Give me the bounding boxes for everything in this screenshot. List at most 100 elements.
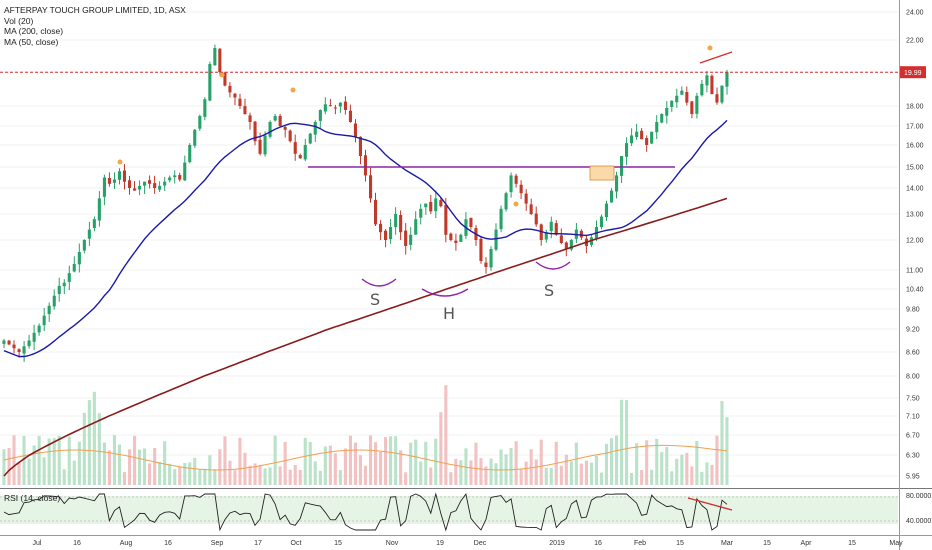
- candle-body: [358, 136, 362, 156]
- candle-body: [22, 346, 26, 354]
- volume-bar: [424, 441, 428, 485]
- legend-title: AFTERPAY TOUCH GROUP LIMITED, 1D, ASX: [4, 5, 186, 15]
- candle-body: [494, 229, 498, 250]
- price-tick-label: 18.00: [906, 104, 924, 111]
- candle-body: [529, 204, 533, 214]
- candle-body: [97, 198, 101, 221]
- pattern-label: S: [544, 281, 554, 300]
- candle-body: [544, 232, 548, 240]
- rsi-line: [3, 492, 728, 532]
- candle-body: [283, 127, 287, 130]
- price-tick-label: 7.50: [906, 396, 920, 403]
- current-price-tag: [900, 66, 926, 79]
- price-tick-label: 22.00: [906, 38, 924, 45]
- candle-body: [720, 85, 724, 103]
- time-tick-label: Apr: [801, 540, 813, 547]
- candle-body: [37, 325, 41, 333]
- volume-bar: [529, 449, 533, 485]
- volume-bar: [173, 469, 177, 485]
- price-tick-label: 5.95: [906, 474, 920, 481]
- volume-bar: [153, 448, 157, 485]
- candle-body: [725, 72, 729, 87]
- candle-body: [625, 143, 629, 157]
- candle-body: [715, 94, 719, 103]
- volume-bar: [389, 436, 393, 485]
- volume-bar: [263, 468, 267, 485]
- rsi-tick-label: 80.0000: [906, 493, 931, 500]
- price-tick-label: 6.70: [906, 433, 920, 440]
- volume-bar: [544, 467, 548, 485]
- candle-body: [655, 122, 659, 133]
- candle-body: [193, 129, 197, 146]
- time-tick-label: Dec: [474, 540, 487, 547]
- time-tick-label: May: [889, 540, 903, 547]
- volume-bar: [122, 472, 126, 485]
- volume-bar: [107, 450, 111, 485]
- volume-bar: [348, 435, 352, 485]
- candle-body: [675, 95, 679, 103]
- candle-body: [363, 155, 367, 176]
- candle-body: [248, 115, 252, 122]
- candle-body: [253, 121, 257, 142]
- time-tick-label: Sep: [211, 540, 224, 547]
- candle-body: [484, 262, 488, 267]
- candle-body: [429, 202, 433, 212]
- event-marker: [290, 87, 296, 93]
- candle-body: [57, 285, 61, 294]
- candle-body: [168, 177, 172, 181]
- candle-body: [338, 102, 342, 107]
- candle-body: [128, 180, 132, 188]
- ma50-line: [3, 119, 728, 358]
- volume-bar: [524, 461, 528, 485]
- volume-bar: [92, 391, 96, 485]
- time-tick-label: 15: [676, 540, 684, 547]
- candle-body: [499, 208, 503, 230]
- volume-bar: [133, 435, 137, 485]
- volume-bar: [715, 435, 719, 485]
- price-tick-label: 24.00: [906, 10, 924, 17]
- volume-bar: [650, 469, 654, 485]
- volume-bar: [494, 463, 498, 485]
- volume-bar: [479, 458, 483, 485]
- candle-body: [328, 105, 332, 107]
- volume-bar: [228, 460, 232, 485]
- candle-body: [444, 205, 448, 235]
- candle-body: [313, 122, 317, 135]
- candle-body: [198, 116, 202, 129]
- candle-body: [348, 110, 352, 122]
- candle-body: [630, 135, 634, 144]
- price-tick-label: 10.40: [906, 287, 924, 294]
- candle-body: [143, 181, 147, 186]
- price-tick-label: 9.80: [906, 307, 920, 314]
- legend-vol: Vol (20): [4, 15, 34, 26]
- candle-body: [117, 171, 121, 180]
- volume-bar: [419, 461, 423, 485]
- candle-body: [112, 179, 116, 183]
- candle-body: [52, 295, 56, 307]
- volume-bar: [138, 449, 142, 485]
- volume-bar: [379, 451, 383, 485]
- volume-bar: [288, 469, 292, 485]
- candle-body: [2, 340, 6, 344]
- volume-bar: [459, 460, 463, 485]
- volume-bar: [574, 442, 578, 485]
- candle-body: [469, 217, 473, 227]
- time-tick-label: 2019: [549, 540, 565, 547]
- volume-bar: [615, 435, 619, 485]
- candle-body: [82, 240, 86, 251]
- candle-body: [394, 214, 398, 228]
- volume-bar: [163, 441, 167, 485]
- volume-bar: [655, 438, 659, 485]
- volume-bar: [42, 457, 46, 485]
- volume-bar: [539, 439, 543, 485]
- volume-bar: [610, 438, 614, 485]
- legend-ma200: MA (200, close): [4, 26, 64, 36]
- volume-bar: [439, 412, 443, 485]
- time-tick-label: Mar: [721, 540, 734, 547]
- candle-body: [233, 93, 237, 98]
- candle-body: [569, 240, 573, 250]
- volume-bar: [464, 448, 468, 485]
- candle-body: [353, 123, 357, 138]
